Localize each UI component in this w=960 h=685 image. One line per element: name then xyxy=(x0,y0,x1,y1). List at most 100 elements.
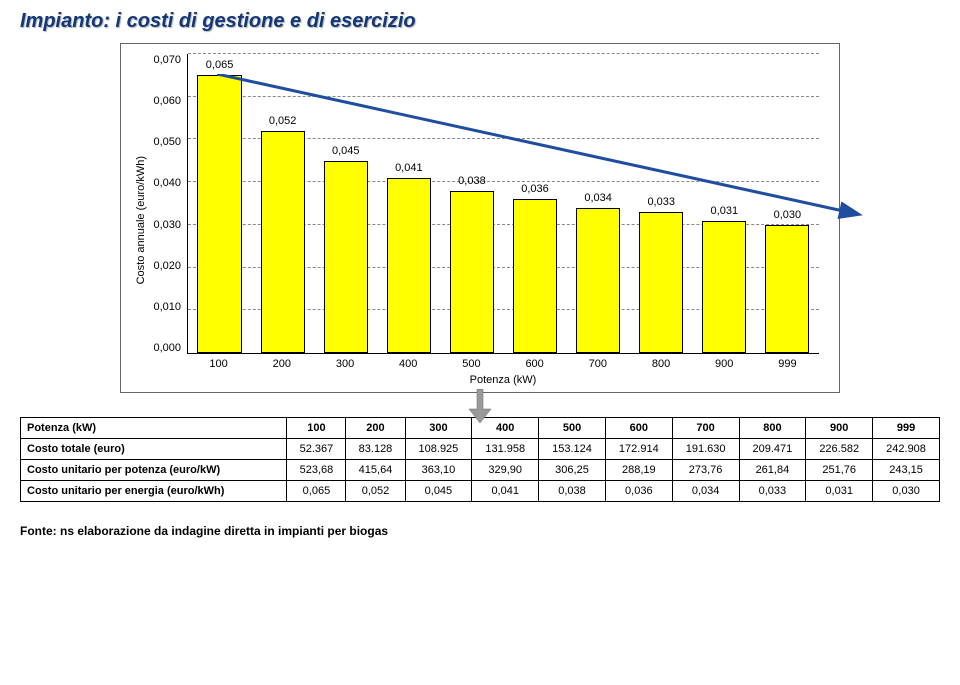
table-cell: 131.958 xyxy=(472,439,539,460)
y-tick-label: 0,020 xyxy=(147,260,181,272)
chart-bar xyxy=(197,75,241,353)
table-row-header: Costo unitario per potenza (euro/kW) xyxy=(21,460,287,481)
x-axis-ticks: 100200300400500600700800900999 xyxy=(187,354,819,370)
chart-container: Costo annuale (euro/kWh) 0,070 0,060 0,050… xyxy=(120,43,840,393)
table-cell: 306,25 xyxy=(539,460,606,481)
y-tick-label: 0,030 xyxy=(147,219,181,231)
chart-bar xyxy=(639,212,683,353)
table-cell: 0,034 xyxy=(672,481,739,502)
y-tick-label: 0,000 xyxy=(147,342,181,354)
bar-value-label: 0,041 xyxy=(395,162,423,174)
table-cell: 0,052 xyxy=(346,481,405,502)
x-tick-label: 800 xyxy=(629,358,692,370)
chart-plot-area: 0,065 0,052 0,045 0,041 0,038 0,036 0,034 0,033… xyxy=(187,54,819,354)
bar-value-label: 0,052 xyxy=(269,115,297,127)
data-table: Potenza (kW)1002003004005006007008009009… xyxy=(20,417,940,502)
x-tick-label: 400 xyxy=(377,358,440,370)
chart-bar xyxy=(324,161,368,353)
table-cell: 0,038 xyxy=(539,481,606,502)
y-axis-ticks: 0,070 0,060 0,050 0,040 0,030 0,020 0,010 0,000 xyxy=(147,54,187,354)
table-cell: 300 xyxy=(405,418,472,439)
table-cell: 700 xyxy=(672,418,739,439)
x-tick-label: 999 xyxy=(756,358,819,370)
table-cell: 363,10 xyxy=(405,460,472,481)
bar-value-label: 0,031 xyxy=(711,205,739,217)
table-cell: 251,76 xyxy=(806,460,873,481)
table-cell: 800 xyxy=(739,418,806,439)
bar-column: 0,041 xyxy=(377,54,440,353)
bar-value-label: 0,034 xyxy=(584,192,612,204)
bar-value-label: 0,030 xyxy=(774,209,802,221)
table-cell: 209.471 xyxy=(739,439,806,460)
table-cell: 329,90 xyxy=(472,460,539,481)
table-cell: 261,84 xyxy=(739,460,806,481)
bar-column: 0,045 xyxy=(314,54,377,353)
table-row: Costo unitario per energia (euro/kWh)0,0… xyxy=(21,481,940,502)
source-footer: Fonte: ns elaborazione da indagine diret… xyxy=(20,524,940,538)
table-cell: 0,033 xyxy=(739,481,806,502)
table-cell: 400 xyxy=(472,418,539,439)
table-row: Costo unitario per potenza (euro/kW)523,… xyxy=(21,460,940,481)
table-cell: 288,19 xyxy=(605,460,672,481)
y-tick-label: 0,010 xyxy=(147,301,181,313)
bar-column: 0,036 xyxy=(503,54,566,353)
table-cell: 273,76 xyxy=(672,460,739,481)
page-title: Impianto: i costi di gestione e di eserc… xyxy=(20,10,940,33)
x-tick-label: 700 xyxy=(566,358,629,370)
table-cell: 900 xyxy=(806,418,873,439)
y-axis-label: Costo annuale (euro/kWh) xyxy=(131,156,147,284)
bar-column: 0,030 xyxy=(756,54,819,353)
table-row: Costo totale (euro)52.36783.128108.92513… xyxy=(21,439,940,460)
table-row-header: Potenza (kW) xyxy=(21,418,287,439)
table-row-header: Costo unitario per energia (euro/kWh) xyxy=(21,481,287,502)
x-tick-label: 100 xyxy=(187,358,250,370)
bar-column: 0,052 xyxy=(251,54,314,353)
y-tick-label: 0,040 xyxy=(147,177,181,189)
bar-value-label: 0,033 xyxy=(647,196,675,208)
table-cell: 0,045 xyxy=(405,481,472,502)
y-tick-label: 0,060 xyxy=(147,95,181,107)
table-cell: 0,065 xyxy=(287,481,346,502)
y-tick-label: 0,050 xyxy=(147,136,181,148)
chart-bar xyxy=(261,131,305,353)
table-cell: 523,68 xyxy=(287,460,346,481)
table-cell: 600 xyxy=(605,418,672,439)
x-tick-label: 200 xyxy=(250,358,313,370)
chart-bar xyxy=(513,199,557,353)
chart-bar xyxy=(450,191,494,353)
table-cell: 226.582 xyxy=(806,439,873,460)
table-cell: 500 xyxy=(539,418,606,439)
bar-value-label: 0,038 xyxy=(458,175,486,187)
bar-value-label: 0,036 xyxy=(521,183,549,195)
x-tick-label: 600 xyxy=(503,358,566,370)
table-cell: 999 xyxy=(873,418,940,439)
chart-bar xyxy=(387,178,431,353)
y-tick-label: 0,070 xyxy=(147,54,181,66)
table-cell: 52.367 xyxy=(287,439,346,460)
bar-column: 0,065 xyxy=(188,54,251,353)
table-cell: 100 xyxy=(287,418,346,439)
table-cell: 153.124 xyxy=(539,439,606,460)
table-cell: 0,036 xyxy=(605,481,672,502)
table-cell: 0,030 xyxy=(873,481,940,502)
bar-column: 0,033 xyxy=(630,54,693,353)
table-cell: 415,64 xyxy=(346,460,405,481)
table-cell: 243,15 xyxy=(873,460,940,481)
x-tick-label: 300 xyxy=(313,358,376,370)
x-axis-label: Potenza (kW) xyxy=(187,374,819,386)
table-cell: 108.925 xyxy=(405,439,472,460)
chart-bars: 0,065 0,052 0,045 0,041 0,038 0,036 0,034 0,033… xyxy=(188,54,819,353)
table-cell: 0,031 xyxy=(806,481,873,502)
bar-value-label: 0,065 xyxy=(206,59,234,71)
table-row: Potenza (kW)1002003004005006007008009009… xyxy=(21,418,940,439)
bar-column: 0,034 xyxy=(567,54,630,353)
table-cell: 191.630 xyxy=(672,439,739,460)
table-cell: 83.128 xyxy=(346,439,405,460)
x-tick-label: 900 xyxy=(693,358,756,370)
x-tick-label: 500 xyxy=(440,358,503,370)
bar-column: 0,031 xyxy=(693,54,756,353)
chart-frame: Costo annuale (euro/kWh) 0,070 0,060 0,050… xyxy=(120,43,840,393)
table-cell: 0,041 xyxy=(472,481,539,502)
chart-bar xyxy=(702,221,746,353)
table-cell: 242.908 xyxy=(873,439,940,460)
